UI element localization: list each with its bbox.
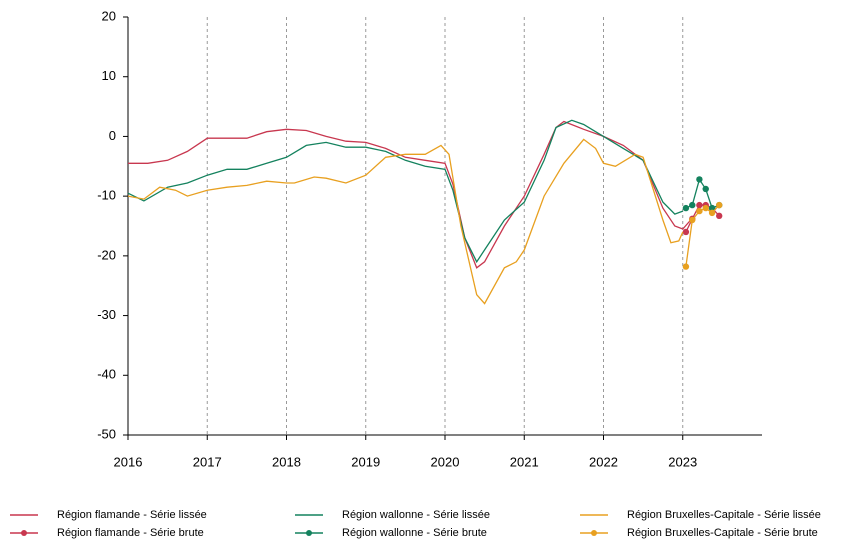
point: [682, 263, 690, 270]
y-tick-label: -40: [97, 367, 116, 382]
x-tick-label: 2017: [193, 454, 222, 469]
point: [696, 176, 703, 183]
point: [689, 201, 696, 209]
point: [689, 216, 696, 224]
legend-label: Région flamande - Série lissée: [57, 509, 207, 521]
x-tick-label: 2019: [351, 454, 380, 469]
point: [682, 228, 690, 236]
legend-label: Région wallonne - Série brute: [342, 527, 487, 539]
smooth-line: [127, 138, 684, 305]
point: [696, 207, 703, 215]
y-tick-label: 0: [109, 128, 116, 143]
y-tick-label: -20: [97, 247, 116, 262]
point: [702, 185, 709, 193]
x-tick-label: 2023: [668, 454, 697, 469]
point: [716, 201, 723, 209]
x-tick-label: 2022: [589, 454, 618, 469]
smooth-line: [127, 119, 684, 264]
y-tick-label: -10: [97, 188, 116, 203]
point: [682, 204, 690, 212]
x-tick-label: 2020: [431, 454, 460, 469]
legend-marker: [21, 530, 27, 536]
point: [702, 204, 709, 212]
point: [716, 212, 723, 220]
y-tick-label: -50: [97, 426, 116, 441]
legend-marker: [306, 530, 312, 536]
point: [708, 209, 716, 217]
legend-marker: [591, 530, 597, 536]
y-tick-label: 20: [102, 8, 116, 23]
y-tick-label: 10: [102, 68, 116, 83]
y-tick-label: -30: [97, 307, 116, 322]
point: [708, 204, 716, 212]
legend-label: Région flamande - Série brute: [57, 527, 204, 539]
legend-label: Région wallonne - Série lissée: [342, 509, 490, 521]
legend-label: Région Bruxelles-Capitale - Série brute: [627, 527, 818, 539]
x-tick-label: 2018: [272, 454, 301, 469]
x-tick-label: 2016: [114, 454, 143, 469]
smooth-line: [128, 120, 692, 269]
x-tick-label: 2021: [510, 454, 539, 469]
legend-label: Région Bruxelles-Capitale - Série lissée: [627, 509, 821, 521]
point: [696, 201, 703, 209]
